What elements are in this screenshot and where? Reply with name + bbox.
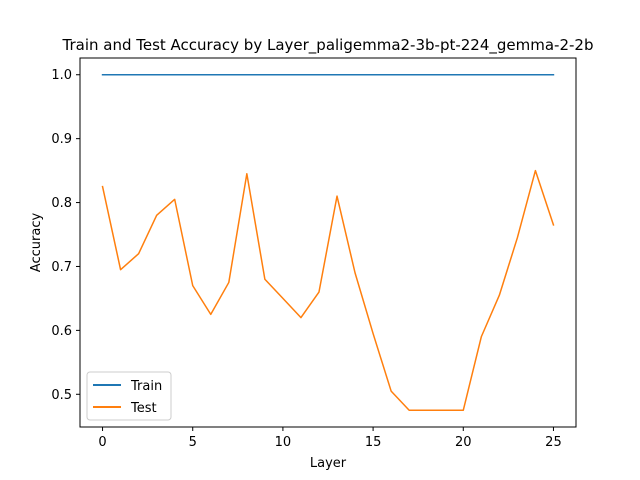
x-tick-label: 15 (365, 435, 382, 450)
axis-ticks: 0 5 10 15 20 25 0.5 0.6 0.7 0.8 0.9 1.0 (51, 68, 561, 450)
y-tick-label: 0.6 (51, 324, 72, 339)
x-axis-label: Layer (310, 456, 347, 471)
plot-frame (79, 57, 577, 428)
y-tick-label: 1.0 (51, 68, 72, 83)
y-tick-label: 0.5 (51, 388, 72, 403)
legend-label-train: Train (130, 379, 162, 394)
x-tick-label: 10 (275, 435, 292, 450)
x-tick-label: 20 (455, 435, 472, 450)
y-tick-label: 0.7 (51, 260, 72, 275)
chart-title: Train and Test Accuracy by Layer_paligem… (62, 36, 594, 55)
y-tick-label: 0.8 (51, 196, 72, 211)
x-tick-label: 0 (98, 435, 106, 450)
y-axis-label: Accuracy (29, 213, 44, 273)
y-tick-label: 0.9 (51, 132, 72, 147)
legend: Train Test (86, 371, 172, 421)
series-line-test (101, 169, 555, 412)
x-tick-label: 5 (189, 435, 197, 450)
series-lines (101, 73, 555, 412)
legend-label-test: Test (130, 401, 157, 416)
x-tick-label: 25 (545, 435, 562, 450)
